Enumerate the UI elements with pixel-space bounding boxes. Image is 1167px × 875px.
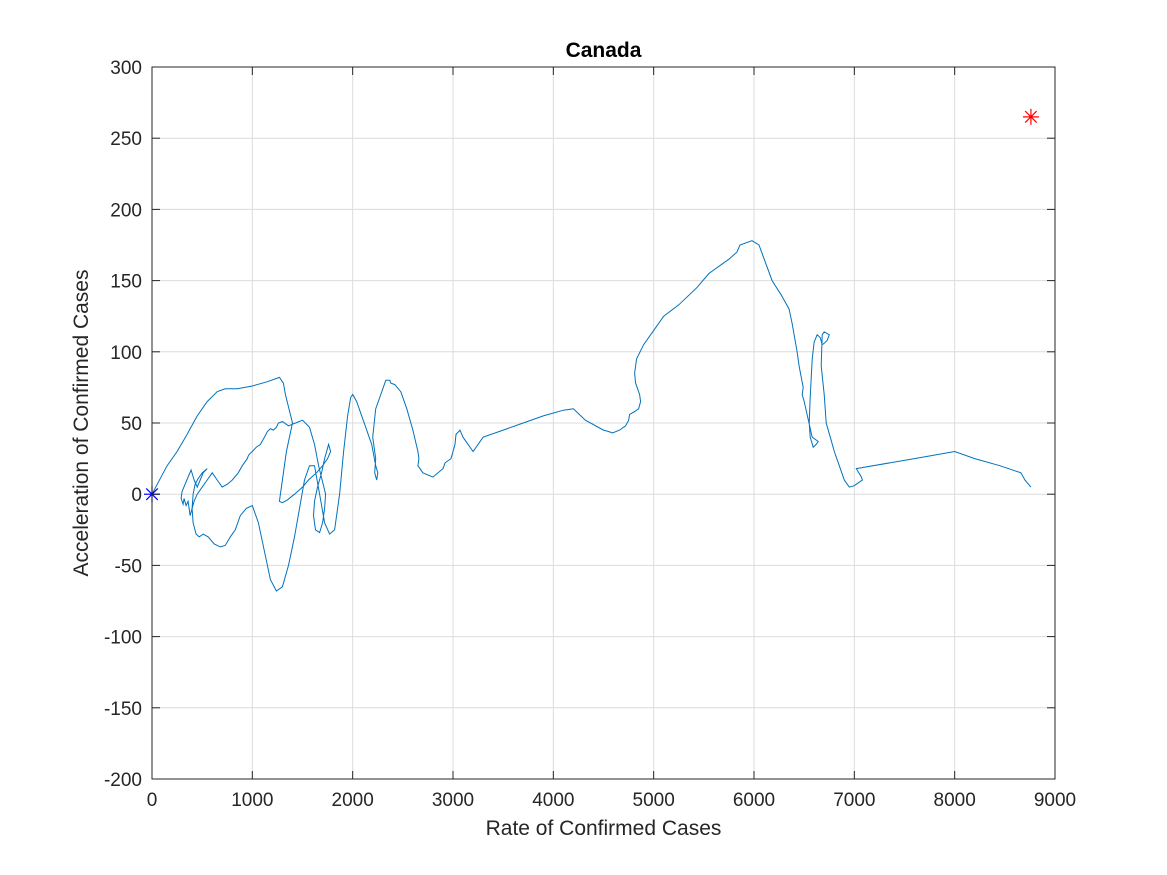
y-axis-label: Acceleration of Confirmed Cases — [70, 270, 93, 577]
x-tick-label: 7000 — [833, 790, 875, 811]
y-tick-label: -100 — [104, 628, 142, 649]
y-tick-label: 150 — [110, 272, 142, 293]
x-tick-label: 5000 — [633, 790, 675, 811]
x-tick-label: 8000 — [934, 790, 976, 811]
series-line — [151, 240, 1032, 592]
y-tick-label: 0 — [131, 485, 142, 506]
end-marker — [1022, 108, 1039, 125]
x-tick-label: 4000 — [532, 790, 574, 811]
y-tick-label: 200 — [110, 200, 142, 221]
series-layer — [151, 240, 1032, 592]
x-tick-label: 0 — [147, 790, 158, 811]
y-tick-label: 50 — [121, 414, 142, 435]
x-tick-label: 9000 — [1034, 790, 1076, 811]
chart-title: Canada — [566, 39, 642, 62]
grid — [152, 67, 1055, 779]
x-tick-label: 1000 — [231, 790, 273, 811]
y-tick-label: -200 — [104, 770, 142, 791]
y-tick-label: -50 — [115, 556, 142, 577]
x-tick-label: 6000 — [733, 790, 775, 811]
x-tick-label: 2000 — [332, 790, 374, 811]
y-tick-label: -150 — [104, 699, 142, 720]
tick-layer: 0 1000 2000 3000 4000 5000 6000 7000 8000 9000-20… — [104, 58, 1076, 811]
y-tick-label: 100 — [110, 343, 142, 364]
x-tick-label: 3000 — [432, 790, 474, 811]
x-axis-label: Rate of Confirmed Cases — [486, 817, 722, 840]
y-tick-label: 300 — [110, 58, 142, 79]
y-tick-label: 250 — [110, 129, 142, 150]
